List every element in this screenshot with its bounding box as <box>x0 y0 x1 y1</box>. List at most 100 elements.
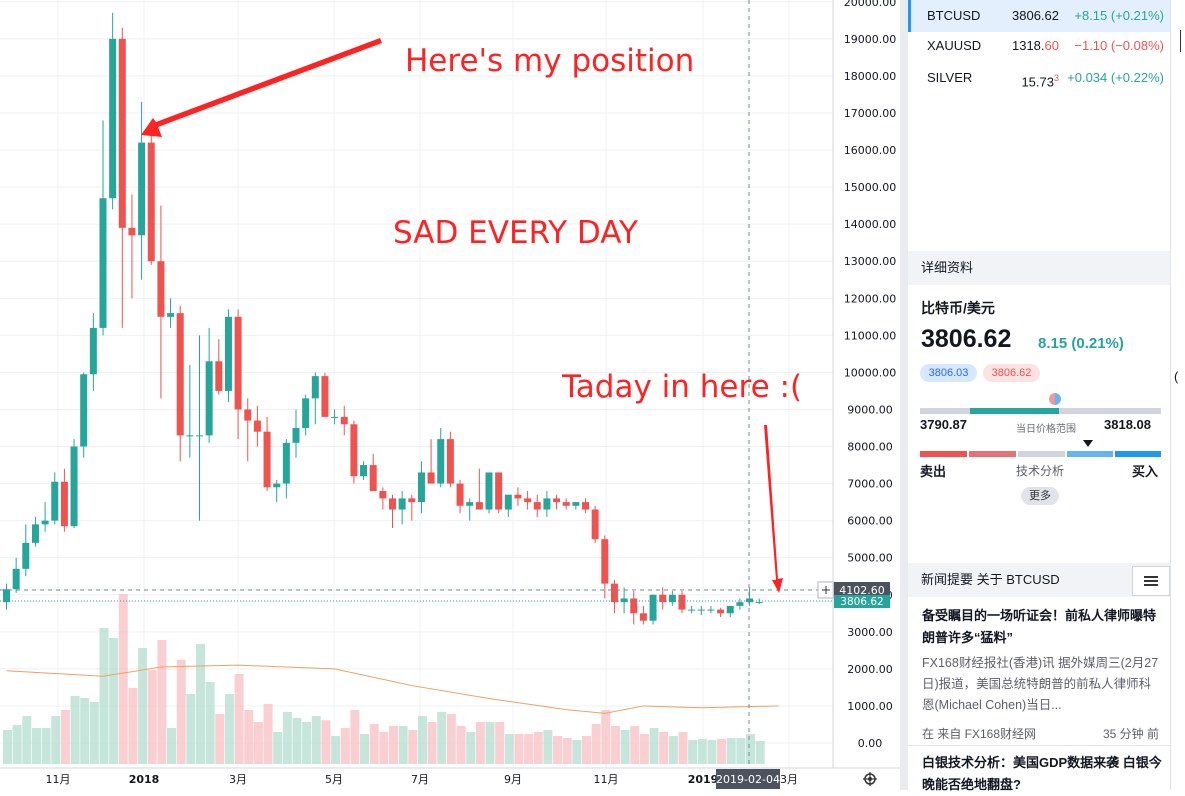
volume-bar <box>70 696 80 764</box>
candle-body <box>321 376 329 417</box>
candle-body <box>379 490 387 499</box>
news-item-2-title[interactable]: 白银技术分析：美国GDP数据来袭 白银今晚能否绝地翻盘? <box>922 755 1162 792</box>
volume-bar <box>350 710 360 764</box>
details-header[interactable]: 详细资料 <box>908 251 1170 285</box>
volume-bar <box>591 724 601 764</box>
candle-body <box>697 609 705 611</box>
candle-body <box>263 431 271 488</box>
volume-bar <box>572 740 582 764</box>
candle-body <box>736 602 744 606</box>
candle-body <box>176 313 184 436</box>
tech-analysis-label[interactable]: 技术分析 <box>1016 464 1065 478</box>
candle-body <box>244 409 252 421</box>
price-tick-label: 14000.00 <box>844 218 897 231</box>
range-high: 3818.08 <box>1104 417 1151 432</box>
candle-body <box>118 38 126 228</box>
watchlist-change: +0.034 (+0.22%) <box>1067 70 1164 85</box>
crosshair-date-label: 2019-02-04 <box>716 769 780 789</box>
volume-bar <box>639 734 649 764</box>
price-tick-label: 15000.00 <box>844 181 897 194</box>
candle-body <box>369 465 377 491</box>
volume-bar <box>553 736 563 764</box>
candle-body <box>22 542 30 569</box>
volume-bar <box>321 720 331 764</box>
volume-bar <box>340 728 350 764</box>
candle-body <box>31 524 39 543</box>
buy-label: 买入 <box>1132 464 1159 479</box>
volume-bar <box>456 726 466 764</box>
volume-bar <box>601 710 611 764</box>
time-tick-label: 2018 <box>129 773 160 786</box>
candle-body <box>707 609 715 611</box>
news-list-icon[interactable] <box>1132 566 1170 596</box>
watchlist-row-silver[interactable]: SILVER 15.733 +0.034 (+0.22%) <box>908 62 1170 94</box>
candle-body <box>205 361 213 436</box>
volume-bar <box>89 702 99 764</box>
volume-bar <box>167 728 177 764</box>
detail-change: 8.15 (0.21%) <box>1038 335 1124 352</box>
volume-bar <box>659 732 669 764</box>
time-axis[interactable]: 11月 2018 3月 5月 7月 9月 11月 2019 3月 <box>46 773 799 786</box>
pair-name: 比特币/美元 <box>921 300 995 316</box>
volume-bar <box>746 734 756 764</box>
volume-bar <box>668 736 678 764</box>
chart-settings-gear-icon[interactable] <box>863 772 877 786</box>
volume-bar <box>147 670 157 764</box>
news-header[interactable]: 新闻提要 关于 BTCUSD <box>908 563 1170 597</box>
price-axis[interactable]: 20000.00 19000.00 18000.00 17000.00 16000.00… <box>844 0 897 750</box>
volume-bar <box>263 704 273 764</box>
range-marker-icon <box>1049 393 1061 405</box>
candle-body <box>620 598 628 603</box>
candle-body <box>89 327 97 375</box>
volume-bar <box>620 730 630 764</box>
news-item-1-title[interactable]: 备受瞩目的一场听证会！前私人律师曝特朗普许多“猛料” <box>922 608 1157 645</box>
candle-body <box>186 435 194 437</box>
price-tick-label: 2000.00 <box>847 663 893 676</box>
volume-bar <box>31 728 41 764</box>
volume-bar <box>99 628 109 764</box>
crosshair-price-text: 4102.60 <box>839 584 885 597</box>
volume-bar <box>128 688 138 764</box>
volume-bar <box>109 638 119 764</box>
more-button[interactable]: 更多 <box>1021 487 1059 505</box>
candle-body <box>495 472 503 510</box>
crosshair-plus-icon[interactable] <box>817 581 835 599</box>
range-bar-left <box>920 408 970 414</box>
panel-divider[interactable] <box>900 0 908 790</box>
price-tick-label: 20000.00 <box>844 0 897 9</box>
price-tick-label: 12000.00 <box>844 292 897 305</box>
right-toolbar-strip[interactable]: ( <box>1170 0 1185 790</box>
today-arrow <box>764 425 783 593</box>
candle-body <box>649 594 657 621</box>
volume-bar <box>466 732 476 764</box>
sell-label: 卖出 <box>920 464 947 479</box>
volume-bar <box>717 739 727 764</box>
volume-bar <box>408 730 418 764</box>
volume-bar <box>398 726 408 764</box>
volume-bar <box>582 736 591 764</box>
price-chart[interactable]: 20000.00 19000.00 18000.00 17000.00 16000.00… <box>0 0 900 790</box>
price-tick-label: 3000.00 <box>847 626 893 639</box>
rating-buy <box>1067 451 1113 457</box>
price-tick-label: 1000.00 <box>847 700 893 713</box>
watchlist-row-xauusd[interactable]: XAUUSD 1318.60 −1.10 (−0.08%) <box>908 30 1170 62</box>
rating-pointer-icon <box>1083 440 1093 447</box>
volume-bar <box>707 740 717 764</box>
rating-strong-sell <box>920 451 967 457</box>
volume-bar <box>3 730 12 764</box>
candle-body <box>678 594 686 610</box>
price-tick-label: 9000.00 <box>847 403 893 416</box>
news-item-1-body[interactable]: FX168财经报社(香港)讯 据外媒周三(2月27日)报道，美国总统特朗普的前私… <box>922 656 1159 712</box>
price-tick-label: 10000.00 <box>844 366 897 379</box>
candle-body <box>688 609 696 611</box>
price-tick-label: 0.00 <box>858 737 883 750</box>
volume-bar <box>244 710 254 764</box>
crosshair-date-text: 2019-02-04 <box>716 773 780 786</box>
volume-bar <box>485 722 495 764</box>
volume-bar <box>80 698 90 764</box>
price-tick-label: 11000.00 <box>844 329 897 342</box>
volume-bar <box>514 734 524 764</box>
candle-body <box>3 589 10 603</box>
watchlist-row-btcusd[interactable]: BTCUSD 3806.62 +8.15 (+0.21%) <box>908 0 1170 32</box>
volume-bar <box>755 741 765 764</box>
